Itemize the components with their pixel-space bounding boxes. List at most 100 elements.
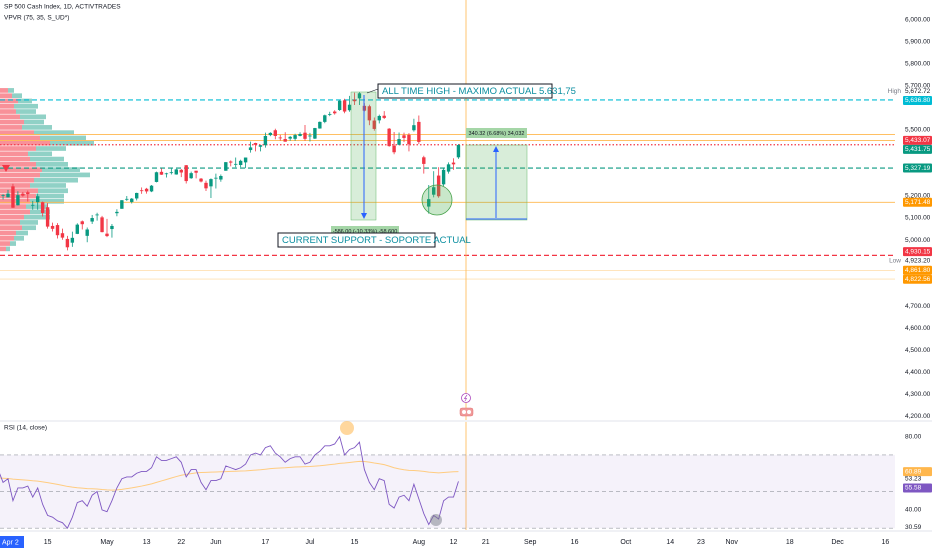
event-flag[interactable] (459, 407, 474, 417)
candle-body (238, 160, 243, 166)
candle-body (392, 145, 396, 153)
volume-profile-up (10, 241, 16, 246)
candle-body (402, 135, 406, 138)
x-tick-label: 14 (666, 539, 674, 546)
volume-profile-down (0, 93, 12, 99)
x-tick-label: 16 (881, 539, 889, 546)
price-badge-label: 5,672.72 (905, 88, 931, 95)
candle-body (243, 157, 248, 163)
candle-body (21, 193, 25, 196)
candle-body (347, 104, 352, 111)
price-badge-label: 5,327.19 (905, 165, 931, 172)
price-badge-label: 4,930.15 (905, 248, 931, 255)
event-icon[interactable] (461, 393, 471, 403)
candle-body (154, 172, 159, 182)
candle-body (40, 202, 45, 213)
callout-text: ALL TIME HIGH - MAXIMO ACTUAL 5.631,75 (382, 86, 576, 97)
volume-profile-up (36, 162, 68, 167)
candle-body (412, 125, 416, 131)
x-tick-label: 17 (262, 539, 270, 546)
candle-body (139, 190, 144, 192)
candle-body (179, 169, 183, 173)
measure-label: 340.32 (6.68%) 34,032 (469, 131, 525, 137)
volume-profile-up (18, 98, 32, 104)
candle-body (417, 121, 421, 142)
volume-profile-up (14, 235, 24, 241)
candle-body (65, 238, 70, 248)
volume-profile-down (0, 119, 24, 125)
candle-body (253, 143, 258, 145)
volume-profile-down (0, 183, 30, 188)
volume-profile-up (16, 230, 28, 236)
candle-body (298, 133, 302, 136)
chart-title: SP 500 Cash Index, 1D, ACTIVTRADES (4, 4, 121, 11)
candle-body (45, 207, 50, 227)
candle-body (80, 221, 84, 225)
candle-body (342, 100, 347, 112)
rsi-tick-label: 40.00 (905, 507, 922, 514)
candle-body (105, 233, 109, 237)
volume-profile-up (26, 204, 48, 209)
volume-profile-down (0, 109, 16, 114)
volume-profile-down (0, 225, 22, 231)
candle-body (263, 135, 268, 146)
candle-body (273, 130, 277, 136)
price-badge (903, 467, 932, 477)
volume-profile-down (0, 98, 18, 104)
candle-body (214, 177, 218, 179)
price-badge-label: 53.23 (905, 476, 922, 483)
candle-body (337, 100, 342, 111)
candle-body (149, 185, 154, 192)
candle-body (194, 170, 198, 173)
y-tick-label: 5,200.00 (905, 193, 931, 200)
volume-profile-up (24, 214, 50, 220)
candle-body (174, 169, 178, 175)
candle-body (328, 114, 332, 115)
volume-profile-down (0, 241, 10, 246)
measure-label-bg (466, 128, 527, 138)
x-tick-label: 13 (143, 539, 151, 546)
candle-body (441, 169, 446, 185)
volume-profile-down (0, 125, 22, 130)
price-badge-label: 5,171.48 (905, 199, 931, 206)
y-tick-label: 4,300.00 (905, 391, 931, 398)
candle-body (382, 115, 386, 118)
volume-profile-down (0, 130, 34, 136)
candle-body (268, 132, 273, 136)
y-tick-label: 5,000.00 (905, 237, 931, 244)
price-badge-label: 60.89 (905, 468, 922, 475)
cursor-date: Apr 2 (2, 539, 19, 546)
volume-profile-up (30, 198, 64, 204)
signal-arrow (2, 165, 10, 172)
event-icon-bolt (463, 394, 468, 402)
y-tick-label: 5,800.00 (905, 61, 931, 68)
candle-body (323, 115, 327, 122)
volume-profile-down (0, 140, 50, 146)
y-tick-label: 6,000.00 (905, 17, 931, 24)
price-badge-label: 5,636.80 (905, 97, 931, 104)
y-tick-label: 4,500.00 (905, 347, 931, 354)
x-tick-label: 23 (697, 539, 705, 546)
volume-profile-up (6, 246, 10, 252)
candle-body (278, 137, 282, 139)
candle-body (204, 182, 208, 189)
volume-profile-down (0, 103, 14, 109)
candle-body (318, 121, 322, 129)
candle-body (303, 132, 307, 139)
event-flag-dot (462, 410, 466, 414)
candle-body (209, 179, 213, 187)
price-badge-label: 5,431.75 (905, 146, 931, 153)
price-badge (903, 163, 932, 173)
price-badge-tag: High (888, 88, 902, 95)
candle-body (367, 106, 372, 121)
x-tick-label: May (100, 539, 114, 546)
candle-body (95, 214, 99, 216)
candle-body (199, 178, 203, 182)
candle-body (229, 161, 233, 163)
volume-profile-up (34, 177, 78, 183)
candle-body (125, 198, 129, 200)
x-tick-label: Oct (620, 539, 631, 546)
volume-profile-down (0, 146, 36, 151)
candle-body (234, 163, 238, 165)
candle-body (85, 229, 89, 236)
